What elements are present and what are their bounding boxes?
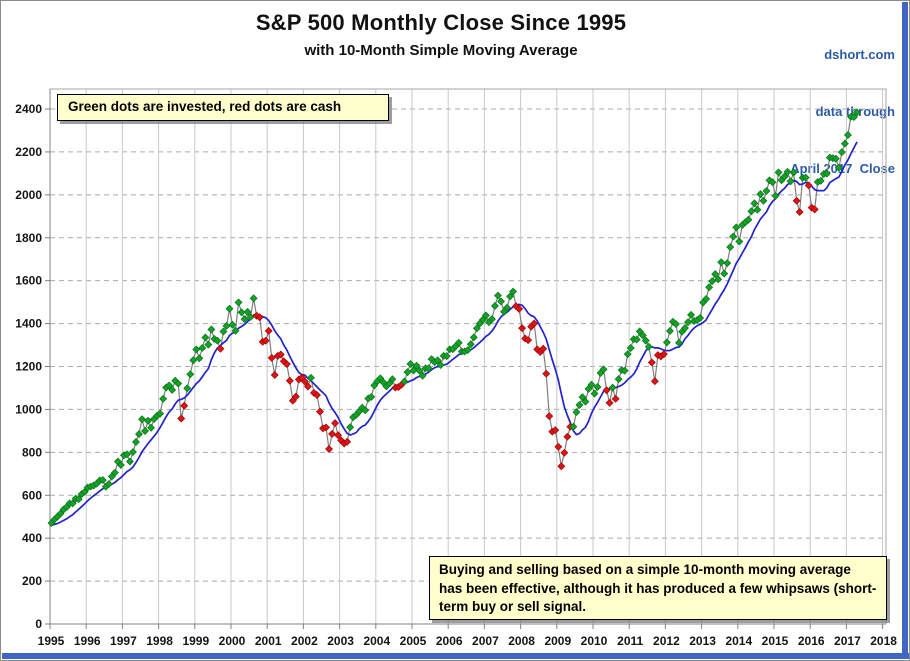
svg-text:1999: 1999: [182, 634, 209, 648]
svg-text:600: 600: [22, 488, 42, 502]
x-axis-ticks: 1995 1996 1997 1998 1999 2000 2001 2002 2003 2004…: [38, 624, 897, 648]
svg-text:2002: 2002: [291, 634, 318, 648]
svg-text:400: 400: [22, 531, 42, 545]
svg-text:2012: 2012: [653, 634, 680, 648]
svg-text:200: 200: [22, 574, 42, 588]
svg-text:1600: 1600: [15, 274, 42, 288]
strategy-note: Buying and selling based on a simple 10-…: [429, 556, 887, 620]
svg-text:2018: 2018: [870, 634, 897, 648]
svg-text:1400: 1400: [15, 317, 42, 331]
price-line: [51, 112, 858, 524]
signal-dots: [47, 108, 861, 528]
accent-border-bottom: [2, 653, 909, 659]
accent-border-right: [902, 2, 908, 655]
source-site: dshort.com: [824, 47, 895, 62]
svg-text:2000: 2000: [15, 188, 42, 202]
svg-text:2000: 2000: [219, 634, 246, 648]
svg-text:2016: 2016: [798, 634, 825, 648]
legend-note: Green dots are invested, red dots are ca…: [57, 94, 389, 121]
svg-text:2011: 2011: [617, 634, 643, 648]
svg-text:2004: 2004: [363, 634, 390, 648]
svg-text:2015: 2015: [762, 634, 789, 648]
svg-text:2008: 2008: [508, 634, 535, 648]
svg-text:1200: 1200: [15, 360, 42, 374]
svg-text:2009: 2009: [544, 634, 571, 648]
grid-lines: [50, 89, 886, 624]
svg-text:2003: 2003: [327, 634, 354, 648]
svg-text:1800: 1800: [15, 231, 42, 245]
svg-text:1000: 1000: [15, 402, 42, 416]
svg-text:800: 800: [22, 445, 42, 459]
svg-text:2001: 2001: [255, 634, 282, 648]
svg-text:2005: 2005: [400, 634, 427, 648]
svg-text:2200: 2200: [15, 145, 42, 159]
page-title: S&P 500 Monthly Close Since 1995: [255, 10, 627, 35]
axes: [49, 88, 887, 625]
svg-text:2014: 2014: [725, 634, 752, 648]
svg-text:1995: 1995: [38, 634, 65, 648]
sma-line: [51, 141, 858, 527]
svg-text:2006: 2006: [436, 634, 463, 648]
svg-text:0: 0: [35, 617, 42, 631]
svg-text:2007: 2007: [472, 634, 499, 648]
page-subtitle: with 10-Month Simple Moving Average: [304, 42, 578, 59]
svg-text:2017: 2017: [834, 634, 861, 648]
svg-text:2013: 2013: [689, 634, 716, 648]
y-axis-ticks: 0 200 400 600 800 1000 1200 1400 1600 1800 2000 220…: [15, 102, 50, 631]
svg-text:2010: 2010: [581, 634, 608, 648]
svg-text:1997: 1997: [110, 634, 137, 648]
svg-text:1996: 1996: [74, 634, 101, 648]
svg-text:2400: 2400: [15, 102, 42, 116]
svg-text:1998: 1998: [146, 634, 173, 648]
